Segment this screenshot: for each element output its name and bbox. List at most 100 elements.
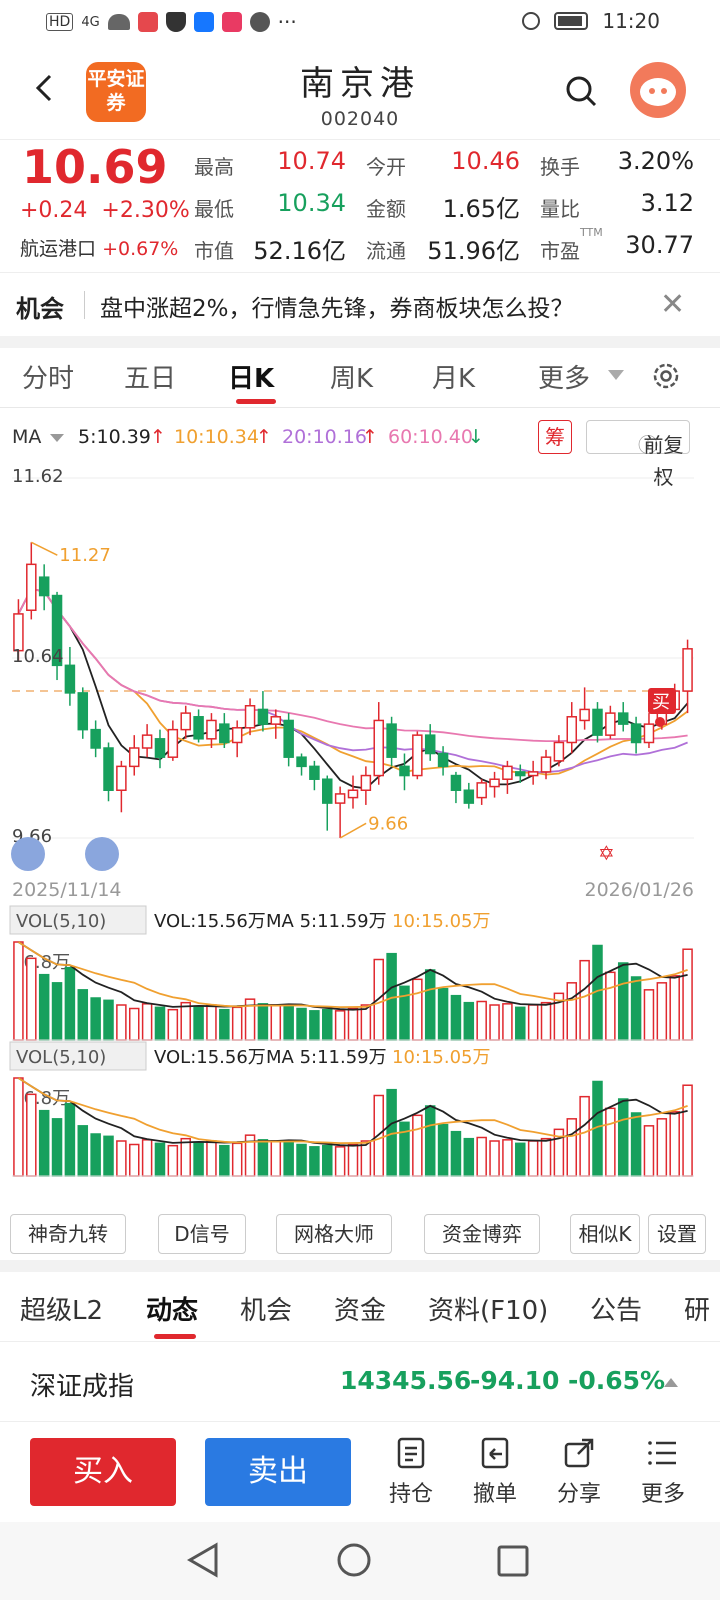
candle-body: [64, 664, 76, 694]
sector-info[interactable]: 航运港口 +0.67%: [20, 238, 179, 260]
volume-bar: [630, 976, 642, 1041]
candle-body: [13, 613, 24, 652]
indicator-button[interactable]: 资金博弈: [424, 1214, 540, 1254]
active-tab-indicator: [154, 1334, 196, 1339]
field-value: 3.20%: [617, 147, 694, 175]
header: 平安证券 南京港 002040: [0, 44, 720, 140]
vol-ma10-line: [17, 941, 688, 1009]
tab-weekly-k[interactable]: 周K: [330, 364, 374, 394]
ma10-value: 10:10.34: [174, 426, 259, 448]
kline-chart-area[interactable]: 11.62 10.64 9.66 11.27 9.66 买 ✡ 2025/11/14 2026/…: [0, 460, 720, 1240]
active-tab-indicator: [236, 399, 276, 404]
news-banner[interactable]: 机会 盘中涨超2%，行情急先锋，券商板块怎么投？ ✕: [0, 272, 720, 336]
back-arrow-icon[interactable]: [28, 72, 60, 104]
tab-monthly-k[interactable]: 月K: [432, 364, 476, 394]
nav-recents-icon[interactable]: [496, 1544, 530, 1578]
volume-bar: [180, 1001, 191, 1041]
vol-selector-bg: [9, 905, 147, 935]
candle-body: [412, 734, 423, 777]
sell-button[interactable]: 卖出: [205, 1438, 351, 1506]
index-ticker[interactable]: 深证成指 14345.56 -94.10 -0.65%: [0, 1342, 720, 1422]
battery-icon: [554, 12, 589, 30]
volume-bar: [309, 1146, 320, 1177]
share-button[interactable]: 分享: [544, 1436, 614, 1508]
nav-back-icon[interactable]: [186, 1542, 220, 1578]
date-start: 2025/11/14: [12, 879, 122, 901]
tab-daily-k[interactable]: 日K: [228, 364, 275, 394]
indicator-button[interactable]: 相似K: [570, 1214, 640, 1254]
candle-body: [219, 723, 230, 744]
news-text[interactable]: 盘中涨超2%，行情急先锋，券商板块怎么投？: [100, 296, 574, 322]
volume-bar: [360, 1004, 372, 1041]
candle-body: [605, 712, 616, 736]
cancel-order-button[interactable]: 撤单: [460, 1436, 530, 1508]
candle-body: [437, 752, 449, 768]
volume-bar: [579, 959, 590, 1041]
tab-announcements[interactable]: 公告: [590, 1296, 643, 1326]
buy-tag-bg: [648, 688, 676, 714]
volume-bar: [347, 1143, 359, 1177]
field-value: 52.16亿: [253, 237, 346, 265]
volume-bar: [206, 1140, 217, 1177]
tab-f10[interactable]: 资料(F10): [428, 1296, 549, 1326]
candle-body: [167, 728, 179, 758]
field-label: 金额: [366, 197, 406, 221]
assistant-avatar[interactable]: [630, 62, 686, 118]
candle-body: [540, 756, 552, 773]
buy-button[interactable]: 买入: [30, 1438, 176, 1506]
nav-home-icon[interactable]: [336, 1542, 372, 1578]
settings-button[interactable]: 设置: [648, 1214, 706, 1254]
candle-body: [527, 771, 539, 777]
candle-body: [38, 576, 50, 597]
indicator-button[interactable]: 神奇九转: [10, 1214, 126, 1254]
tab-more[interactable]: 更多: [538, 364, 591, 394]
tab-news-feed[interactable]: 动态: [146, 1296, 199, 1326]
trade-bar: 买入 卖出 持仓 撤单 分享 更多: [0, 1424, 720, 1522]
price-axis-mid: 10.64: [12, 646, 64, 667]
chevron-up-icon[interactable]: [664, 1378, 678, 1387]
chevron-down-icon[interactable]: [608, 370, 624, 380]
volume-bar: [656, 982, 668, 1041]
volume-bar: [283, 1005, 294, 1041]
candle-body: [399, 765, 410, 777]
tab-intraday[interactable]: 分时: [22, 364, 75, 394]
menu-icon: [648, 1441, 676, 1465]
ma10-line: [17, 588, 689, 776]
positions-button[interactable]: 持仓: [376, 1436, 446, 1508]
adjust-button[interactable]: ⓘ 前复权: [586, 420, 690, 489]
close-icon[interactable]: ✕: [660, 287, 686, 322]
candle-body: [643, 723, 655, 744]
volume-bar: [64, 966, 76, 1041]
volume-bar: [360, 1140, 372, 1177]
tab-super-l2[interactable]: 超级L2: [20, 1296, 104, 1326]
volume-bar: [167, 1008, 179, 1041]
indicator-button[interactable]: 网格大师: [276, 1214, 392, 1254]
gear-icon[interactable]: [650, 360, 682, 392]
vol-ma10: 10:15.05万: [392, 1047, 491, 1068]
more-button[interactable]: 更多: [628, 1436, 698, 1508]
indicator-button[interactable]: D信号: [158, 1214, 246, 1254]
volume-bar: [682, 948, 693, 1041]
volume-bar: [643, 1125, 655, 1177]
ma-selector[interactable]: MA: [12, 426, 42, 448]
field-label: 最高: [194, 155, 234, 179]
tab-opportunity[interactable]: 机会: [240, 1296, 293, 1326]
clock: 11:20: [602, 9, 660, 33]
up-arrow-icon: ↑: [256, 426, 272, 448]
volume-bar: [669, 1111, 680, 1177]
volume-bar: [412, 1114, 423, 1177]
search-icon[interactable]: [564, 74, 598, 108]
candle-body: [296, 756, 307, 768]
candle-body: [489, 778, 500, 788]
volume-bar: [270, 1140, 282, 1177]
volume-bar: [540, 1001, 552, 1041]
chip-button[interactable]: 筹: [538, 420, 572, 454]
tab-funds[interactable]: 资金: [334, 1296, 387, 1326]
tab-five-day[interactable]: 五日: [124, 364, 177, 394]
tab-research[interactable]: 研: [684, 1296, 711, 1326]
chevron-down-icon[interactable]: [50, 434, 64, 442]
volume-bar: [26, 957, 37, 1041]
candle-body: [309, 765, 320, 780]
buy-tag: 买: [652, 692, 670, 713]
